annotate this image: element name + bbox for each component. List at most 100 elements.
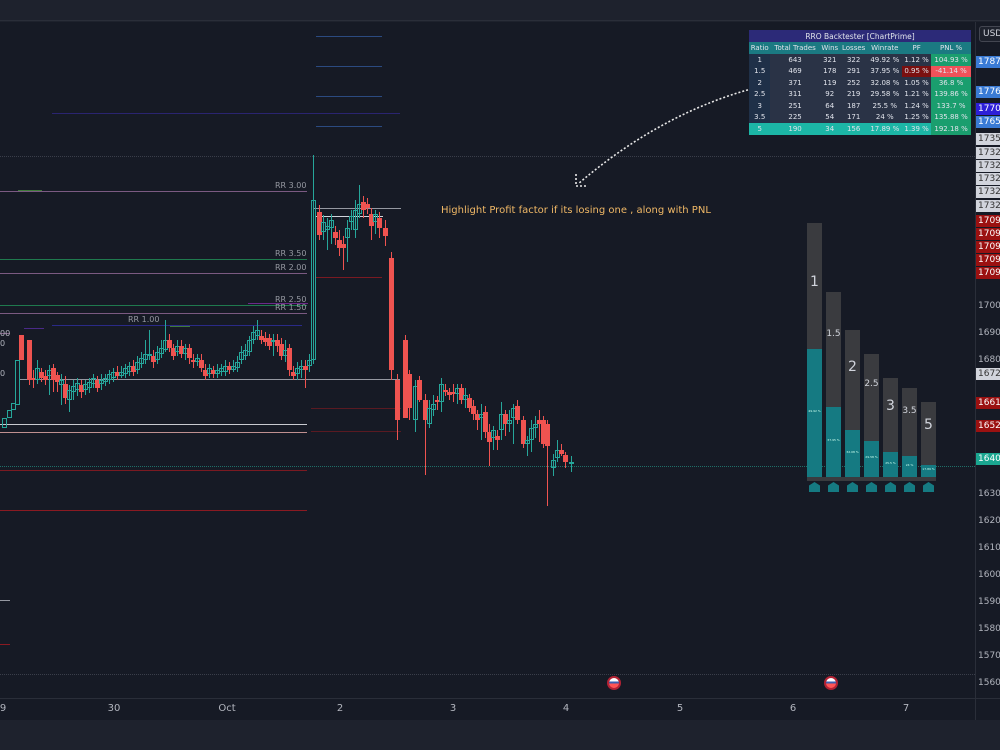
candle-body — [365, 204, 370, 208]
candle-body — [159, 348, 164, 354]
candle-wick — [217, 364, 218, 378]
candle-body — [407, 374, 412, 408]
stop-level-line — [0, 510, 307, 511]
winrate-bar-value: 32.08 % — [846, 449, 859, 454]
candle-body — [67, 390, 72, 400]
dotted-guide-line — [0, 156, 975, 157]
candle-body — [533, 424, 538, 428]
currency-button[interactable]: USD — [979, 26, 1000, 42]
candle-body — [563, 455, 568, 462]
time-tick-label: 3 — [449, 703, 457, 714]
candle-body — [353, 210, 358, 230]
candle-wick — [297, 362, 298, 380]
candle-body — [11, 403, 16, 410]
rr-level-line — [0, 191, 307, 192]
level-line — [248, 303, 308, 304]
price-tick-label: 1580 — [978, 624, 1000, 634]
backtester-row: 1 643 321 322 49.92 % 1.12 % 104.93 % — [749, 54, 971, 66]
candle-wick — [465, 388, 466, 408]
candle-wick — [425, 394, 426, 475]
candle-body — [329, 220, 334, 228]
candle-wick — [49, 365, 50, 395]
winrate-bar-fill — [826, 407, 841, 477]
candle-body — [79, 385, 84, 392]
us-event-flag-2-icon[interactable] — [824, 676, 838, 690]
backtester-cell-pf: 1.24 % — [902, 100, 932, 112]
candle-body — [103, 378, 108, 382]
candle-wick — [285, 340, 286, 362]
level-line — [316, 36, 382, 37]
candle-wick — [305, 360, 306, 388]
backtester-cell-total-trades: 225 — [770, 111, 820, 123]
entry-level-line — [0, 600, 10, 601]
level-line — [170, 326, 190, 327]
winrate-bar-chart: 1 49.92 % 1.5 37.95 % 2 32.08 % 2.5 29.58 % 3 25.… — [807, 223, 937, 524]
candle-wick — [489, 424, 490, 466]
price-tick-label: 1600 — [978, 570, 1000, 580]
backtester-column-header: PF — [902, 42, 932, 54]
candle-body — [179, 346, 184, 354]
candle-body — [39, 372, 44, 378]
left-edge-label: 0 — [0, 369, 6, 378]
level-line — [316, 66, 382, 67]
candle-body — [341, 244, 346, 248]
candle-wick — [69, 385, 70, 412]
backtester-cell-pf: 1.39 % — [902, 123, 932, 135]
us-event-flag-1-icon[interactable] — [607, 676, 621, 690]
candle-wick — [477, 410, 478, 430]
backtester-cell-total-trades: 469 — [770, 65, 820, 77]
price-level-badge: 1661 — [976, 397, 1000, 409]
winrate-bar-ratio-label: 3.5 — [902, 406, 917, 416]
candle-body — [87, 382, 92, 388]
stop-level-line — [316, 277, 382, 278]
price-tick-label: 1620 — [978, 516, 1000, 526]
candle-body — [63, 384, 68, 398]
price-axis[interactable]: 1700 1690 1680 1630 1620 1610 1600 1590 1580 1570… — [975, 22, 1000, 698]
candle-body — [475, 414, 480, 420]
candle-body — [427, 408, 432, 424]
candle-body — [119, 372, 124, 376]
candle-wick — [547, 420, 548, 506]
candle-body — [247, 340, 252, 352]
price-level-badge: 1765 — [976, 116, 1000, 128]
winrate-bar-fill — [883, 452, 898, 477]
backtester-cell-wins: 64 — [819, 100, 840, 112]
winrate-bar-ratio-label: 5 — [924, 417, 933, 433]
chart-pane[interactable]: RR 3.00 RR 3.50 RR 2.00 RR 2.50 RR 1.50 RR 1.… — [0, 22, 975, 698]
winrate-bar-ratio-label: 2.5 — [864, 379, 879, 389]
price-tick-label: 1680 — [978, 355, 1000, 365]
candle-wick — [497, 430, 498, 450]
time-axis[interactable]: 9 30 Oct 2 3 4 5 6 7 — [0, 698, 975, 720]
backtester-cell-total-trades: 190 — [770, 123, 820, 135]
backtester-row: 3 251 64 187 25.5 % 1.24 % 133.7 % — [749, 100, 971, 112]
winrate-bar-value: 24 % — [905, 462, 914, 467]
candle-wick — [209, 364, 210, 378]
candle-body — [569, 462, 574, 464]
bar-marker-icon — [828, 482, 839, 492]
candle-body — [143, 354, 148, 360]
bar-marker-icon — [904, 482, 915, 492]
price-level-badge: 1732 — [976, 147, 1000, 159]
candle-body — [559, 450, 564, 454]
backtester-cell-wins: 54 — [819, 111, 840, 123]
candle-wick — [57, 372, 58, 392]
candle-wick — [273, 334, 274, 356]
candle-wick — [245, 344, 246, 360]
candle-wick — [539, 410, 540, 442]
candle-body — [423, 400, 428, 420]
candle-body — [525, 440, 530, 444]
backtester-cell-losses: 322 — [839, 54, 868, 66]
winrate-bar: 3 25.5 % — [883, 378, 898, 477]
winrate-bar: 2 32.08 % — [845, 330, 860, 477]
candle-wick — [73, 380, 74, 400]
candle-wick — [129, 362, 130, 376]
candle-wick — [137, 356, 138, 374]
bottom-toolbar — [0, 720, 1000, 750]
candle-wick — [145, 340, 146, 364]
bar-chart-baseline — [807, 477, 936, 481]
candle-body — [311, 200, 316, 360]
candle-wick — [253, 326, 254, 344]
candle-body — [395, 380, 400, 420]
backtester-cell-winrate: 17.89 % — [867, 123, 903, 135]
